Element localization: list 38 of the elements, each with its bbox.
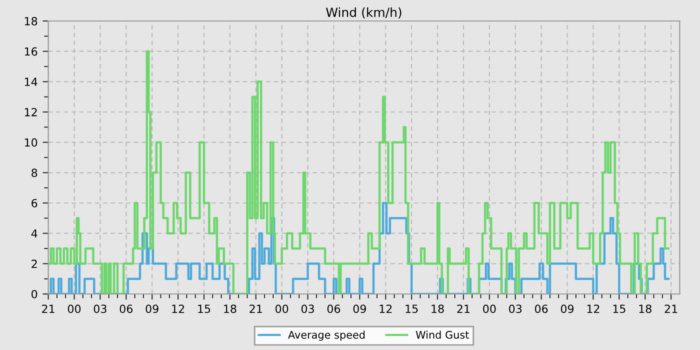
y-tick-label: 12 xyxy=(24,108,37,116)
x-tick-label: 00 xyxy=(275,304,288,314)
x-tick-label: 21 xyxy=(664,304,678,313)
legend-label: Average speed xyxy=(288,330,365,341)
x-tick-label: 09 xyxy=(353,304,366,314)
x-tick-label: 03 xyxy=(94,304,106,314)
x-tick-label: 15 xyxy=(406,304,418,314)
x-tick-label: 21 xyxy=(42,304,54,313)
y-tick-label: 18 xyxy=(24,16,38,26)
x-tick-label: 06 xyxy=(327,304,340,314)
x-tick-label: 21 xyxy=(457,304,470,313)
y-tick-label: 10 xyxy=(24,138,38,147)
x-tick-label: 00 xyxy=(68,304,81,314)
x-tick-label: 00 xyxy=(483,304,496,314)
x-tick-label: 09 xyxy=(560,304,574,314)
y-tick-label: 4 xyxy=(31,229,38,238)
y-tick-label: 2 xyxy=(32,260,37,268)
x-tick-label: 12 xyxy=(587,304,600,313)
legend-label: Wind Gust xyxy=(416,330,469,339)
x-tick-label: 03 xyxy=(509,304,522,314)
x-tick-label: 03 xyxy=(301,304,314,314)
x-tick-label: 15 xyxy=(613,304,626,314)
chart-title: Wind (km/h) xyxy=(326,7,402,18)
y-tick-label: 6 xyxy=(32,198,38,208)
y-tick-label: 16 xyxy=(24,47,38,56)
y-tick-label: 8 xyxy=(32,168,38,178)
x-tick-label: 18 xyxy=(432,304,444,314)
x-tick-label: 09 xyxy=(146,304,158,314)
x-tick-label: 06 xyxy=(534,304,548,314)
x-tick-label: 12 xyxy=(380,304,392,313)
x-tick-label: 06 xyxy=(120,304,133,314)
x-tick-label: 18 xyxy=(639,304,652,314)
x-tick-label: 21 xyxy=(250,304,262,313)
x-tick-label: 12 xyxy=(172,304,184,313)
x-tick-label: 15 xyxy=(198,304,210,314)
x-tick-label: 18 xyxy=(224,304,236,314)
y-tick-label: 14 xyxy=(24,78,38,86)
y-tick-label: 0 xyxy=(32,290,38,298)
